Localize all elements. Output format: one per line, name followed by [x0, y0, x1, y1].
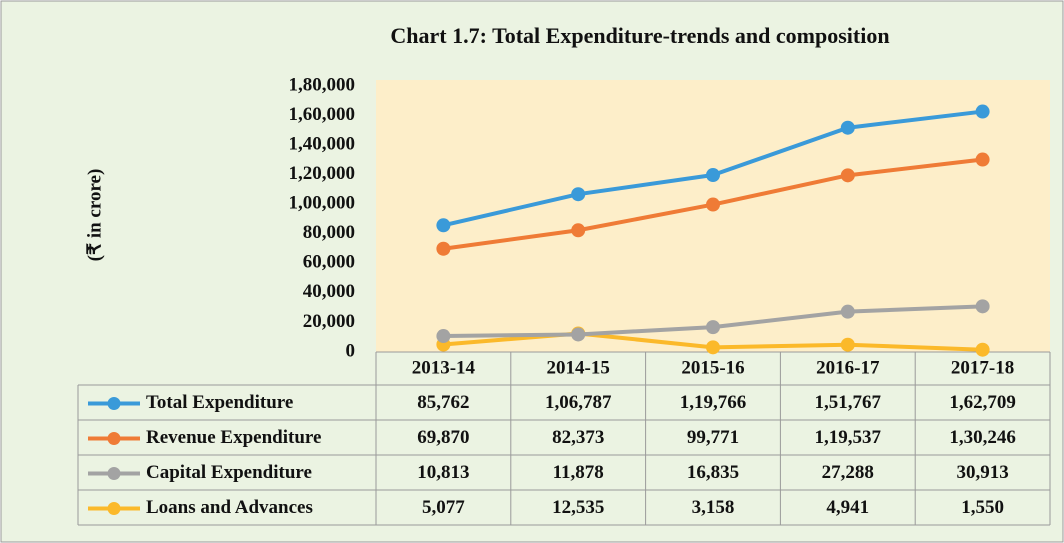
y-tick-label: 1,40,000 [289, 133, 356, 154]
table-value: 1,550 [961, 497, 1004, 518]
data-point [840, 120, 855, 135]
y-tick-label: 1,00,000 [289, 193, 356, 214]
legend-marker [107, 397, 121, 410]
data-point [436, 329, 451, 344]
table-value: 82,373 [552, 427, 604, 448]
data-point [436, 218, 451, 233]
y-tick-label: 40,000 [303, 281, 355, 302]
table-value: 1,19,766 [680, 392, 747, 413]
table-value: 10,813 [417, 462, 469, 483]
table-value: 4,941 [826, 497, 869, 518]
y-tick-label: 0 [346, 340, 356, 361]
y-tick-label: 1,20,000 [289, 163, 356, 184]
y-tick-label: 1,60,000 [289, 104, 356, 125]
table-value: 5,077 [422, 497, 465, 518]
data-point [975, 299, 990, 314]
table-value: 30,913 [956, 462, 1008, 483]
legend-label: Revenue Expenditure [146, 427, 321, 448]
table-value: 1,30,246 [949, 427, 1016, 448]
y-tick-label: 60,000 [303, 252, 355, 273]
table-value: 16,835 [687, 462, 739, 483]
table-value: 1,62,709 [949, 392, 1016, 413]
table-value: 3,158 [692, 497, 735, 518]
data-point [571, 223, 586, 238]
legend-marker [107, 467, 121, 480]
y-tick-label: 20,000 [303, 311, 355, 332]
x-tick-label: 2013-14 [412, 357, 476, 378]
legend-label: Capital Expenditure [146, 462, 312, 483]
table-value: 11,878 [553, 462, 604, 483]
y-tick-label: 1,80,000 [289, 74, 356, 95]
table-value: 1,19,537 [815, 427, 882, 448]
legend-marker [107, 502, 121, 515]
data-point [436, 241, 451, 256]
data-point [571, 187, 586, 202]
data-point [840, 304, 855, 319]
data-point [975, 342, 990, 357]
data-point [706, 340, 720, 355]
legend-label: Loans and Advances [146, 497, 313, 518]
data-point [706, 168, 720, 183]
table-value: 85,762 [417, 392, 469, 413]
data-point [706, 320, 720, 335]
table-value: 1,51,767 [815, 392, 882, 413]
data-point [571, 327, 586, 342]
chart-title: Chart 1.7: Total Expenditure-trends and … [390, 23, 889, 48]
data-point [975, 104, 990, 119]
table-value: 12,535 [552, 497, 604, 518]
legend-marker [107, 432, 121, 445]
table-value: 1,06,787 [545, 392, 612, 413]
data-point [840, 337, 855, 352]
x-tick-label: 2016-17 [816, 357, 880, 378]
x-tick-label: 2015-16 [681, 357, 744, 378]
data-point [975, 152, 990, 167]
data-point [840, 168, 855, 183]
y-axis-label: (₹ in crore) [84, 169, 105, 262]
legend-label: Total Expenditure [146, 392, 293, 413]
table-value: 69,870 [417, 427, 469, 448]
x-tick-label: 2014-15 [547, 357, 610, 378]
y-tick-label: 80,000 [303, 222, 355, 243]
table-value: 27,288 [822, 462, 874, 483]
x-tick-label: 2017-18 [951, 357, 1014, 378]
data-point [706, 197, 720, 212]
table-value: 99,771 [687, 427, 739, 448]
